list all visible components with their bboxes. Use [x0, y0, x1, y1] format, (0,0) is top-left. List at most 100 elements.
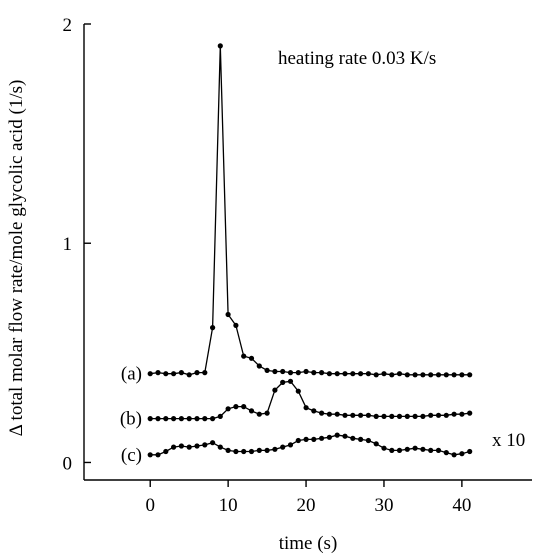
data-point	[163, 448, 169, 455]
data-point	[264, 367, 270, 373]
data-point	[396, 447, 403, 453]
data-point	[396, 371, 403, 377]
scale-factor-annotation: x 10	[492, 430, 525, 451]
x-tick-label: 0	[145, 495, 155, 516]
data-point	[396, 413, 403, 419]
data-point	[420, 446, 426, 452]
data-point	[404, 413, 410, 419]
data-point	[365, 371, 371, 377]
data-point	[155, 370, 161, 376]
data-point	[163, 416, 169, 422]
series-line	[150, 380, 470, 420]
data-point	[373, 413, 379, 419]
data-point	[287, 442, 294, 448]
data-point	[404, 446, 410, 452]
x-tick-label: 10	[219, 495, 238, 516]
data-point	[155, 416, 161, 422]
axes	[83, 24, 532, 481]
data-point	[303, 405, 309, 411]
series-label: (b)	[120, 409, 142, 430]
data-point	[311, 370, 317, 376]
data-point	[147, 416, 153, 422]
data-point	[326, 411, 332, 417]
data-point	[248, 355, 255, 361]
data-point	[350, 412, 356, 418]
data-point	[194, 416, 200, 422]
data-point	[373, 372, 379, 378]
data-point	[381, 413, 387, 419]
series-label: (a)	[121, 364, 142, 385]
data-point	[295, 388, 301, 394]
data-point	[326, 434, 332, 440]
data-point	[373, 441, 379, 447]
data-point	[303, 436, 309, 442]
data-point	[459, 372, 465, 378]
series-1: (a)	[121, 43, 473, 385]
data-point	[365, 412, 371, 418]
series-label: (c)	[121, 445, 142, 466]
data-point	[178, 416, 184, 422]
data-point	[264, 447, 270, 453]
data-point	[420, 372, 426, 378]
data-point	[248, 448, 255, 455]
data-point	[350, 435, 356, 441]
data-point	[202, 416, 208, 422]
data-point	[326, 371, 332, 377]
data-point	[163, 371, 169, 377]
data-point	[420, 413, 426, 419]
data-point	[217, 444, 223, 450]
data-point	[342, 433, 348, 439]
data-point	[210, 440, 216, 446]
data-point	[311, 408, 317, 414]
y-axis-title: Δ total molar flow rate/mole glycolic ac…	[6, 80, 27, 437]
series-layer: (a) (b) (c)	[120, 43, 473, 466]
heating-rate-annotation: heating rate 0.03 K/s	[278, 48, 436, 69]
data-point	[295, 370, 301, 376]
data-point	[334, 371, 340, 377]
data-point	[217, 43, 223, 49]
data-point	[319, 370, 325, 376]
data-point	[272, 387, 278, 393]
data-point	[319, 410, 325, 416]
data-point	[210, 325, 216, 331]
data-point	[233, 448, 239, 455]
data-point	[443, 450, 449, 456]
data-point	[467, 410, 473, 416]
data-point	[287, 378, 294, 384]
data-point	[412, 413, 418, 419]
data-point	[241, 404, 247, 410]
data-point	[443, 372, 449, 378]
data-point	[459, 451, 465, 457]
data-point	[295, 437, 301, 444]
data-point	[147, 371, 153, 377]
data-point	[358, 412, 364, 418]
series-2: (b)	[120, 378, 473, 430]
data-point	[186, 372, 192, 378]
data-point	[202, 370, 208, 376]
data-point	[202, 442, 208, 448]
data-point	[451, 452, 457, 458]
data-point	[428, 372, 434, 378]
data-point	[225, 447, 231, 453]
data-point	[404, 372, 410, 378]
data-point	[334, 411, 340, 417]
data-point	[217, 413, 223, 419]
data-point	[358, 371, 364, 377]
y-tick-label: 0	[63, 453, 73, 474]
data-point	[342, 412, 348, 418]
data-point	[280, 368, 286, 375]
data-point	[178, 370, 184, 376]
ticks: 0 10 20 30 40 0 1 2	[63, 15, 472, 516]
data-point	[241, 353, 247, 359]
data-point	[147, 452, 153, 458]
data-point	[171, 444, 177, 450]
data-point	[451, 411, 457, 417]
data-point	[272, 446, 278, 452]
data-point	[428, 447, 434, 453]
data-point	[233, 322, 239, 328]
data-point	[272, 368, 278, 375]
data-point	[256, 447, 262, 453]
data-point	[435, 447, 442, 453]
data-point	[467, 372, 473, 378]
